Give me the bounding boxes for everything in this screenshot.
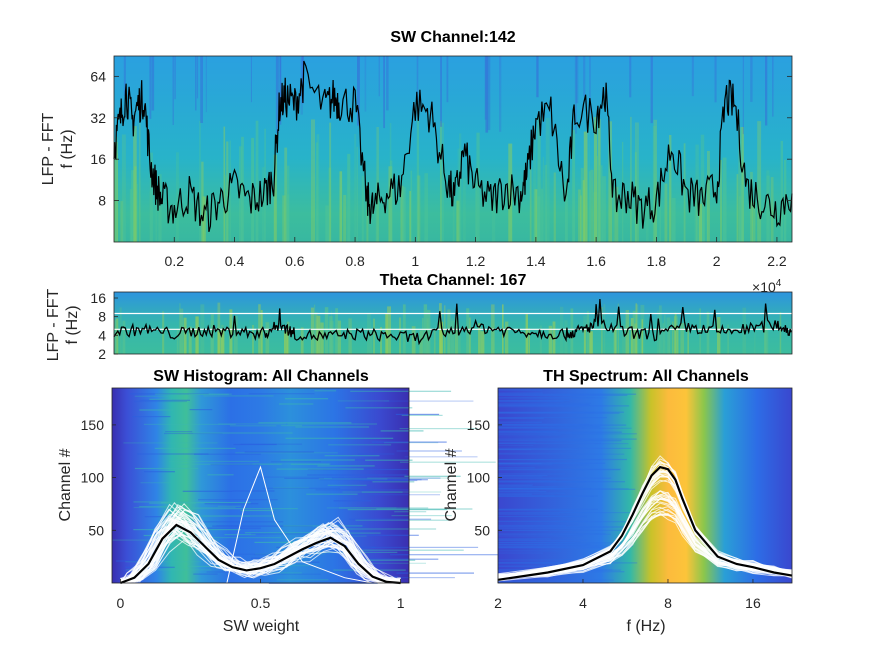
th-spectrum-xtick-label: 8	[664, 595, 672, 611]
th-spectrum-yticks: 50 100 150	[467, 417, 502, 538]
sw-histogram-channel-line	[126, 522, 401, 584]
sw-histogram-xticks: 0 0.5 1	[117, 579, 405, 611]
th-spectrum-channel-line	[497, 514, 793, 579]
sw-xtick-label: 1.4	[526, 253, 546, 269]
th-spectrum-channel-line	[497, 491, 793, 580]
sw-ytick-label: 32	[90, 110, 106, 126]
sw-xtick-label: 0.6	[285, 253, 305, 269]
sw-histogram-channel-line	[124, 534, 401, 584]
th-spectrum-xtick-label: 2	[494, 595, 502, 611]
sw-spectrogram-ylabel-line1: LFP - FFT	[40, 112, 57, 185]
sw-histogram-title: SW Histogram: All Channels	[153, 368, 369, 385]
sw-histogram-channel-line	[120, 529, 401, 584]
theta-spectrogram-axes-box	[113, 291, 793, 355]
sw-histogram-ylabel: Channel #	[57, 448, 74, 521]
th-spectrum-ytick-label: 150	[467, 417, 491, 433]
theta-spectrogram-heatmap	[114, 292, 792, 354]
th-spectrum-channel-line	[497, 467, 793, 576]
theta-ytick-label: 4	[98, 327, 106, 343]
sw-xtick-label: 2	[713, 253, 721, 269]
sw-spectrogram-texture	[114, 56, 787, 242]
theta-spectrogram-ylabel-line2: f (Hz)	[64, 305, 81, 344]
sw-xtick-label: 1.8	[647, 253, 667, 269]
sw-ytick-label: 8	[98, 193, 106, 209]
th-spectrum-ytick-label: 50	[474, 522, 490, 538]
th-spectrum-texture	[498, 388, 638, 584]
th-spectrum-xlabel: f (Hz)	[626, 618, 665, 635]
theta-trace-line	[113, 299, 792, 346]
th-spectrum-channel-line	[497, 458, 793, 579]
sw-spectrogram-panel: SW Channel:142 8 16 32 64 0.2 0.4 0.6 0.8 1 1.2 1…	[40, 29, 793, 269]
sw-xtick-label: 1.6	[586, 253, 606, 269]
sw-histogram-xtick-label: 0	[117, 595, 125, 611]
x-axis-multiplier: ×104	[752, 278, 782, 295]
sw-histogram-yticks: 50 100 150	[81, 417, 116, 538]
th-spectrum-channel-line	[497, 469, 793, 575]
sw-spectrogram-yticks: 8 16 32 64	[90, 68, 792, 209]
theta-spectrogram-panel: Theta Channel: 167 2 4 8 16 LFP - FFT f (Hz…	[45, 272, 793, 362]
sw-trace-line	[113, 60, 793, 233]
th-spectrum-ylabel: Channel #	[443, 448, 460, 521]
sw-histogram-channel-line	[120, 508, 394, 584]
sw-xtick-label: 0.4	[225, 253, 245, 269]
theta-ytick-label: 16	[90, 290, 106, 306]
theta-spectrogram-yticks: 2 4 8 16	[90, 290, 118, 362]
sw-spectrogram-xticks: 0.2 0.4 0.6 0.8 1 1.2 1.4 1.6 1.8 2 2.2	[165, 237, 787, 269]
sw-histogram-panel: SW Histogram: All Channels 0 0.5 1 5010015…	[57, 368, 499, 635]
th-spectrum-channel-line	[497, 513, 793, 579]
sw-xtick-label: 2.2	[767, 253, 787, 269]
sw-spectrogram-axes-box	[113, 55, 793, 243]
theta-spectrogram-ylabel-line1: LFP - FFT	[45, 288, 62, 361]
sw-spectrogram-title: SW Channel:142	[390, 29, 515, 46]
sw-spectrogram-ylabel-line2: f (Hz)	[59, 129, 76, 168]
sw-ytick-label: 64	[90, 68, 106, 84]
th-spectrum-mean-line	[497, 465, 793, 581]
sw-histogram-xtick-label: 1	[397, 595, 405, 611]
sw-histogram-ytick-label: 50	[88, 522, 104, 538]
th-spectrum-axes-box	[497, 387, 793, 584]
sw-xtick-label: 1	[411, 253, 419, 269]
sw-histogram-mean-line	[120, 523, 401, 585]
theta-ytick-label: 8	[98, 309, 106, 325]
th-spectrum-ytick-label: 100	[467, 470, 491, 486]
sw-ytick-label: 16	[90, 151, 106, 167]
sw-xtick-label: 1.2	[466, 253, 486, 269]
sw-histogram-ytick-label: 150	[81, 417, 105, 433]
sw-histogram-outlier-line	[226, 465, 373, 584]
th-spectrum-xtick-label: 4	[579, 595, 587, 611]
theta-ytick-label: 2	[98, 346, 106, 362]
th-spectrum-channel-line	[497, 495, 793, 578]
sw-histogram-xtick-label: 0.5	[251, 595, 271, 611]
th-spectrum-xticks: 2 4 8 16	[494, 579, 761, 611]
sw-histogram-xlabel: SW weight	[223, 618, 300, 635]
sw-histogram-ytick-label: 100	[81, 470, 105, 486]
th-spectrum-xtick-label: 16	[745, 595, 761, 611]
sw-xtick-label: 0.8	[345, 253, 365, 269]
theta-spectrogram-title: Theta Channel: 167	[380, 272, 527, 289]
th-spectrum-panel: TH Spectrum: All Channels 2 4 8 16 50 100 150…	[443, 368, 793, 635]
sw-xtick-label: 0.2	[165, 253, 185, 269]
th-spectrum-title: TH Spectrum: All Channels	[543, 368, 749, 385]
